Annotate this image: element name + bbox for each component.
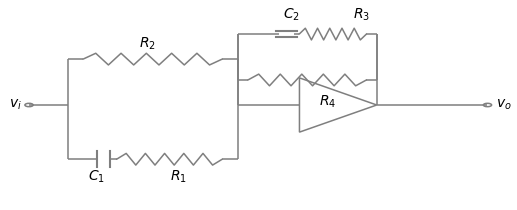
Text: $R_1$: $R_1$ bbox=[170, 169, 187, 185]
Text: $R_4$: $R_4$ bbox=[319, 93, 337, 110]
Text: $C_1$: $C_1$ bbox=[87, 169, 104, 185]
Text: $C_2$: $C_2$ bbox=[283, 7, 300, 23]
Text: $v_i$: $v_i$ bbox=[9, 98, 22, 112]
Text: $R_2$: $R_2$ bbox=[139, 35, 156, 52]
Text: $v_o$: $v_o$ bbox=[496, 98, 512, 112]
Text: $R_3$: $R_3$ bbox=[353, 7, 370, 23]
